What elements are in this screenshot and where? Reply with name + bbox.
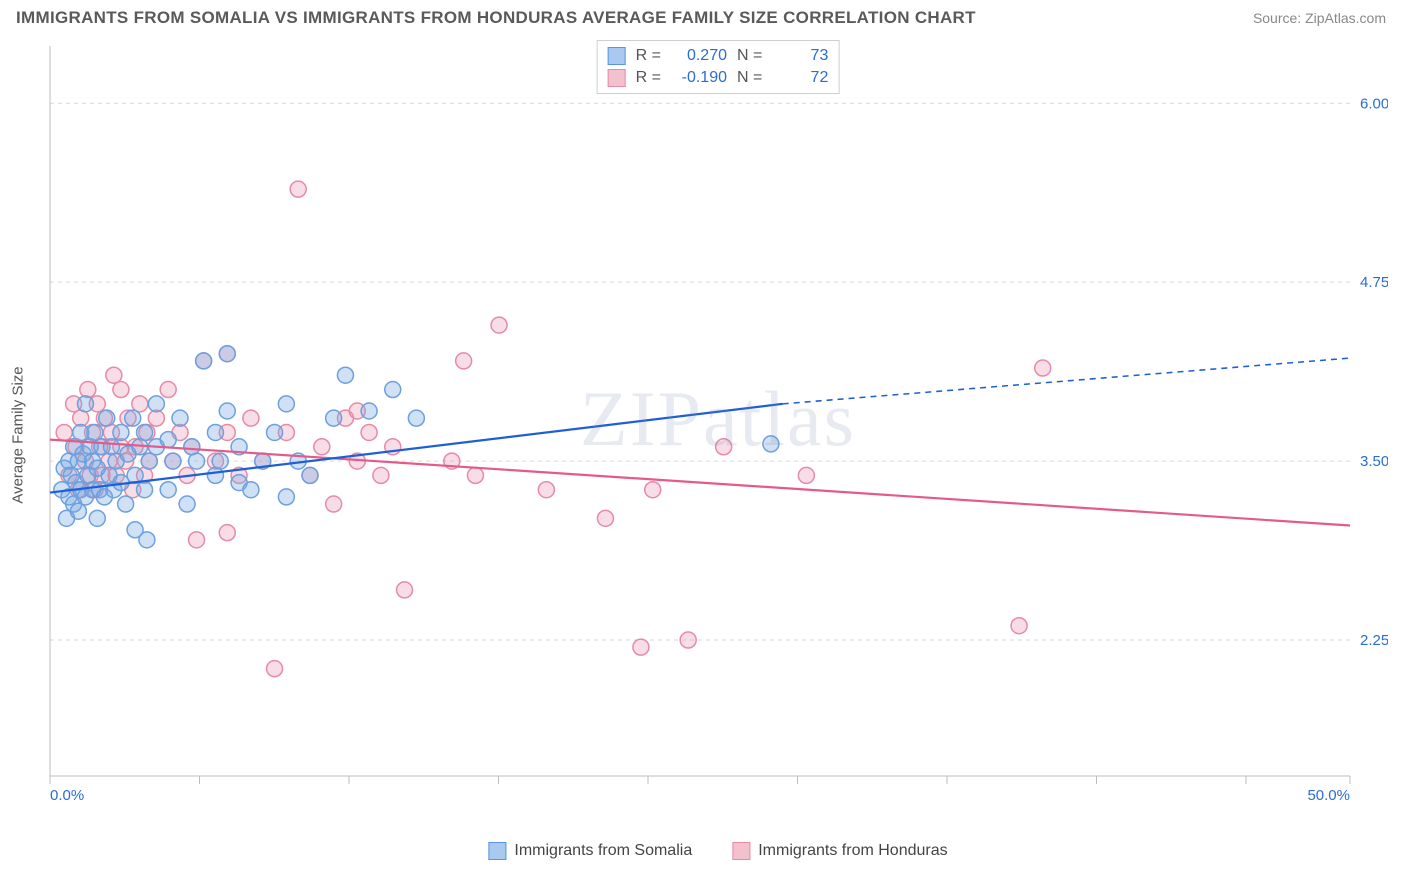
svg-text:4.75: 4.75 [1360,274,1388,291]
series-label-somalia: Immigrants from Somalia [514,842,692,860]
r-value-honduras: -0.190 [671,69,727,87]
legend-row-somalia: R = 0.270 N = 73 [608,45,829,67]
svg-text:2.25: 2.25 [1360,632,1388,649]
svg-text:0.0%: 0.0% [50,787,84,804]
n-value-honduras: 72 [772,69,828,87]
legend-item-somalia: Immigrants from Somalia [488,842,692,860]
r-label: R = [636,47,661,65]
legend-row-honduras: R = -0.190 N = 72 [608,67,829,89]
r-label: R = [636,69,661,87]
y-axis-label: Average Family Size [10,366,27,503]
legend-item-honduras: Immigrants from Honduras [732,842,947,860]
chart-title: IMMIGRANTS FROM SOMALIA VS IMMIGRANTS FR… [16,8,976,28]
swatch-honduras-icon [608,69,626,87]
r-value-somalia: 0.270 [671,47,727,65]
chart-area: Average Family Size R = 0.270 N = 73 R =… [48,40,1388,830]
n-label: N = [737,69,762,87]
swatch-somalia-icon [608,47,626,65]
series-legend: Immigrants from Somalia Immigrants from … [488,842,947,860]
series-label-honduras: Immigrants from Honduras [758,842,947,860]
n-value-somalia: 73 [772,47,828,65]
correlation-legend: R = 0.270 N = 73 R = -0.190 N = 72 [597,40,840,94]
n-label: N = [737,47,762,65]
svg-text:50.0%: 50.0% [1307,787,1350,804]
source-label: Source: ZipAtlas.com [1253,10,1386,26]
svg-text:3.50: 3.50 [1360,453,1388,470]
swatch-honduras-icon [732,842,750,860]
scatter-plot: 2.25 3.50 4.75 6.00 0.0% 50.0% [48,40,1388,830]
swatch-somalia-icon [488,842,506,860]
svg-text:6.00: 6.00 [1360,95,1388,112]
